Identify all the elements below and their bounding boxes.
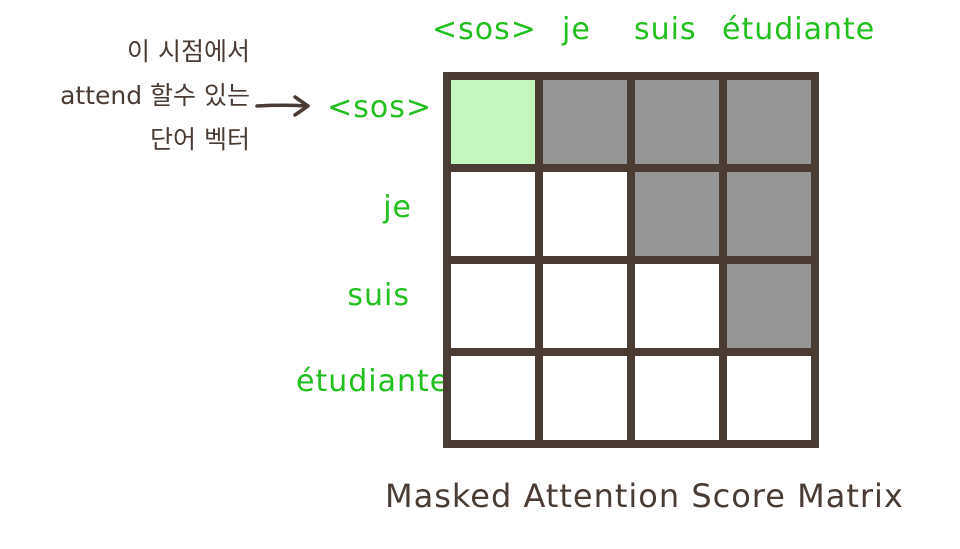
col-label-sos: <sos>	[432, 12, 537, 47]
matrix-cell-masked	[727, 264, 811, 348]
matrix-cell-open	[451, 172, 535, 256]
matrix-cell-masked	[727, 80, 811, 164]
pointer-arrow-icon	[255, 95, 310, 117]
matrix-cell-open	[543, 264, 627, 348]
side-note: 이 시점에서 attend 할수 있는 단어 벡터	[40, 30, 250, 162]
matrix-cell-open	[727, 356, 811, 440]
attention-matrix	[443, 72, 819, 448]
row-label-sos: <sos>	[327, 90, 432, 125]
matrix-cell-open	[635, 264, 719, 348]
matrix-cell-masked	[543, 80, 627, 164]
matrix-cell-open	[543, 356, 627, 440]
col-label-suis: suis	[634, 12, 697, 47]
matrix-cell-open	[451, 356, 535, 440]
matrix-cell-masked	[727, 172, 811, 256]
matrix-cell-current	[451, 80, 535, 164]
row-label-etudiante: étudiante	[296, 364, 450, 399]
matrix-title: Masked Attention Score Matrix	[385, 477, 904, 515]
matrix-cell-open	[543, 172, 627, 256]
matrix-cell-masked	[635, 80, 719, 164]
side-note-line-3: 단어 벡터	[150, 125, 250, 154]
side-note-line-1: 이 시점에서	[127, 37, 250, 66]
row-label-suis: suis	[347, 278, 410, 313]
row-label-je: je	[383, 190, 412, 225]
col-label-je: je	[562, 12, 591, 47]
side-note-line-2: attend 할수 있는	[60, 81, 250, 110]
matrix-cell-open	[635, 356, 719, 440]
matrix-cell-open	[451, 264, 535, 348]
matrix-cell-masked	[635, 172, 719, 256]
col-label-etudiante: étudiante	[722, 12, 876, 47]
